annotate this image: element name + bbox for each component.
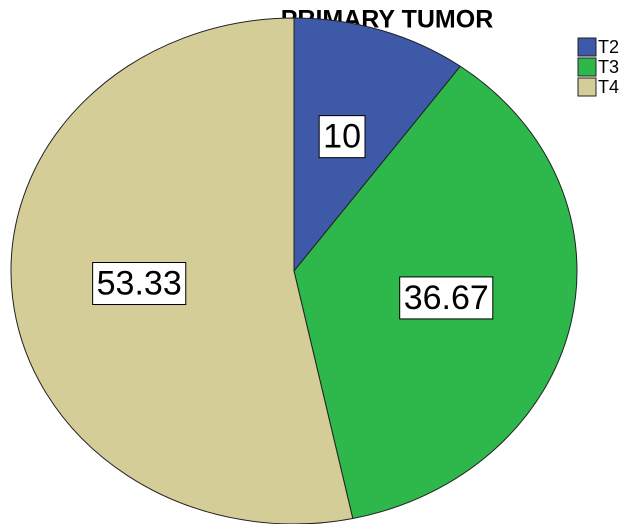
legend-label: T4 <box>598 77 619 97</box>
legend-swatch <box>577 57 597 77</box>
label-box <box>399 276 494 320</box>
legend-label: T3 <box>598 57 619 77</box>
data-label: 10 <box>323 118 361 156</box>
data-label: 53.33 <box>97 265 182 303</box>
legend-label: T2 <box>598 37 619 57</box>
data-label: 36.67 <box>404 279 489 317</box>
label-box <box>92 262 187 306</box>
pie-slice <box>293 17 462 273</box>
label-box <box>318 115 366 159</box>
legend-swatch <box>577 37 597 57</box>
legend-swatch <box>577 77 597 97</box>
